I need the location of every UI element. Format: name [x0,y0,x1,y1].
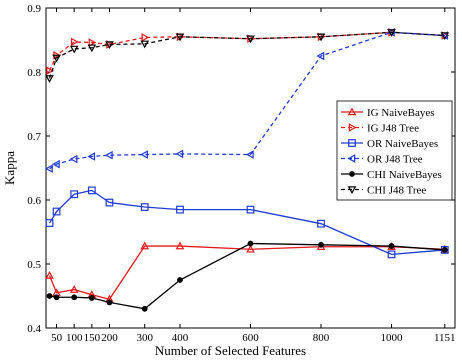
data-point [245,150,254,159]
legend-entry: IG J48 Tree [341,123,419,135]
data-point [46,293,53,299]
x-tick-label: 300 [136,332,153,344]
data-point [44,164,53,173]
data-point [140,203,149,211]
data-point [317,219,325,228]
x-tick-label: 150 [84,332,101,344]
data-point [87,186,96,195]
x-tick-label: 1000 [381,332,404,344]
series-line [48,245,445,300]
legend-entry: IG NaiveBayes [341,107,435,119]
data-point [440,32,450,41]
legend-label: CHI J48 Tree [367,185,426,197]
data-point [141,305,148,312]
data-point [104,150,113,160]
data-point [70,190,79,199]
data-point [246,244,255,253]
data-point [318,241,324,248]
data-point [246,205,255,214]
data-point [176,205,184,214]
data-point [140,241,150,250]
legend-marker [347,107,357,116]
data-point [69,285,79,293]
data-point [87,152,96,161]
data-point [105,41,114,50]
legend-entry: OR J48 Tree [341,154,423,166]
series-line [48,31,445,79]
x-tick-label: 100 [66,332,83,344]
x-axis-title: Number of Selected Features [155,343,306,358]
data-point [388,243,395,249]
data-point [52,159,60,169]
y-axis-title: Kappa [2,151,17,185]
data-point [71,294,78,301]
data-point [246,35,255,44]
data-point [45,270,54,279]
y-tick-label: 0.4 [27,323,41,335]
legend-entry: OR NaiveBayes [341,138,438,150]
series-5 [46,240,448,312]
series-line [48,189,445,256]
series-line [48,31,445,71]
data-point [88,295,95,301]
y-tick-label: 0.7 [27,131,41,143]
y-tick-label: 0.5 [27,259,41,271]
data-point [387,250,396,259]
data-point [69,45,79,54]
legend-box [336,100,453,201]
data-point [106,299,113,306]
data-point [69,154,78,164]
data-point [105,198,114,207]
data-point [140,40,150,49]
legend-entry: CHI J48 Tree [341,185,426,197]
x-tick-label: 50 [51,332,63,344]
legend-marker [347,186,357,195]
data-point [87,44,97,53]
legend-label: IG NaiveBayes [367,107,435,119]
legend-label: OR J48 Tree [367,154,423,166]
series-6 [45,29,450,83]
legend-marker [349,171,355,177]
series-4 [44,28,449,173]
data-point [316,51,325,61]
data-point [52,207,61,216]
legend-marker [348,123,357,132]
y-tick-label: 0.6 [27,195,41,207]
x-tick-label: 800 [313,332,330,344]
data-point [387,29,396,37]
data-point [45,75,54,83]
x-tick-label: 1151 [434,332,456,344]
data-point [141,33,150,42]
y-tick-label: 0.8 [27,67,41,79]
x-tick-label: 600 [242,332,259,344]
data-point [46,66,55,76]
data-point [175,241,185,250]
x-tick-label: 400 [172,332,189,344]
data-point [45,219,54,227]
data-point [441,247,448,253]
data-point [53,294,60,301]
legend-label: CHI NaiveBayes [367,169,442,181]
legend-entry: CHI NaiveBayes [341,169,442,181]
legend-label: IG J48 Tree [367,123,419,135]
data-point [140,150,148,159]
legend-label: OR NaiveBayes [367,138,438,150]
legend-marker [348,139,356,147]
legend-marker [347,154,356,163]
data-point [70,37,79,47]
data-point [177,277,183,283]
data-point [88,38,97,47]
data-point [52,54,61,63]
data-point [175,33,185,42]
series-3 [45,186,449,259]
x-tick-label: 200 [101,332,118,344]
data-point [316,33,326,42]
y-tick-label: 0.9 [27,3,41,15]
data-point [175,149,184,159]
data-point [247,240,254,247]
